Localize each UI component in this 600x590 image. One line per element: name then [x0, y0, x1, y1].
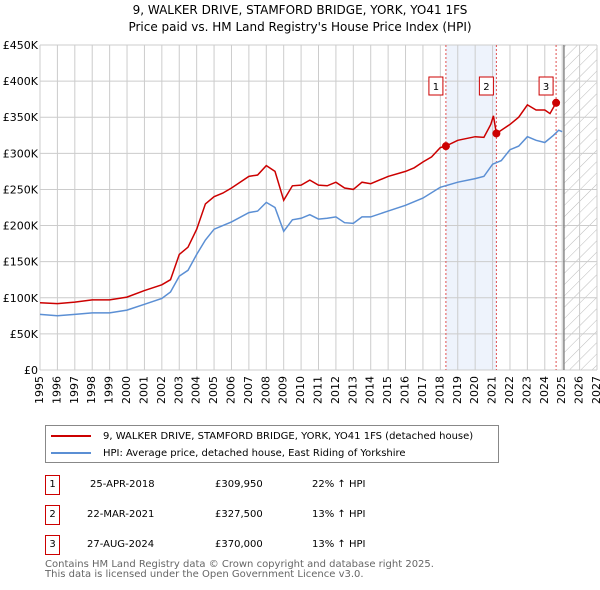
price-chart: 1 2 3 1995 1996 1997 1998 1999 2000 2001 2002 2003… — [3, 39, 600, 404]
sale-date: 22-MAR-2021 — [87, 509, 155, 520]
x-tick-label: 2025 — [555, 376, 568, 404]
y-tick-label: £200K — [3, 220, 39, 233]
sale-number: 1 — [45, 475, 60, 495]
y-tick-label: £50K — [10, 328, 39, 341]
x-tick-label: 2004 — [190, 376, 203, 404]
x-tick-label: 2027 — [590, 376, 600, 404]
x-tick-label: 2017 — [416, 376, 429, 404]
x-tick-label: 2024 — [538, 376, 551, 404]
x-tick-label: 2001 — [137, 376, 150, 404]
sale-number: 3 — [45, 535, 60, 555]
x-tick-label: 2012 — [329, 376, 342, 404]
sale-label: 2 — [483, 82, 489, 93]
footer: Contains HM Land Registry data © Crown c… — [45, 560, 434, 580]
sale-price: £309,950 — [215, 479, 263, 490]
x-tick-label: 2002 — [155, 376, 168, 404]
y-tick-label: £0 — [24, 364, 38, 377]
x-tick-label: 2006 — [224, 376, 237, 404]
y-tick-label: £250K — [3, 183, 39, 196]
sale-label-box — [538, 76, 554, 96]
y-tick-label: £300K — [3, 147, 39, 160]
sale-point — [552, 98, 561, 107]
sale-date: 27-AUG-2024 — [87, 539, 155, 550]
legend: 9, WALKER DRIVE, STAMFORD BRIDGE, YORK, … — [45, 425, 499, 463]
legend-swatch-red — [51, 435, 91, 437]
sale-row: 3 27-AUG-2024 £370,000 13% ↑ HPI — [45, 535, 465, 555]
x-tick-label: 2008 — [259, 376, 272, 404]
x-tick-label: 1995 — [33, 376, 46, 404]
y-tick-label: £400K — [3, 75, 39, 88]
x-tick-label: 2000 — [120, 376, 133, 404]
x-tick-label: 2007 — [242, 376, 255, 404]
sale-label-box — [428, 76, 444, 96]
x-tick-label: 2014 — [364, 376, 377, 404]
sale-point — [441, 142, 450, 151]
sale-hpi: 13% ↑ HPI — [312, 509, 366, 520]
legend-item-property: 9, WALKER DRIVE, STAMFORD BRIDGE, YORK, … — [46, 428, 473, 444]
x-tick-label: 1998 — [85, 376, 98, 404]
x-tick-label: 2022 — [503, 376, 516, 404]
x-tick-label: 2023 — [520, 376, 533, 404]
x-tick-label: 2018 — [433, 376, 446, 404]
sale-hpi: 22% ↑ HPI — [312, 479, 366, 490]
y-tick-label: £150K — [3, 256, 39, 269]
shaded-period — [445, 45, 497, 370]
x-tick-label: 2005 — [207, 376, 220, 404]
legend-item-hpi: HPI: Average price, detached house, East… — [46, 445, 406, 461]
forecast-hatch — [563, 45, 597, 370]
sale-date: 25-APR-2018 — [90, 479, 155, 490]
sale-label: 1 — [433, 82, 439, 93]
x-tick-label: 2009 — [277, 376, 290, 404]
sale-row: 1 25-APR-2018 £309,950 22% ↑ HPI — [45, 475, 465, 495]
x-tick-label: 1996 — [50, 376, 63, 404]
chart-title: 9, WALKER DRIVE, STAMFORD BRIDGE, YORK, … — [132, 3, 468, 17]
sale-price: £370,000 — [215, 539, 263, 550]
hpi-line — [39, 129, 563, 317]
x-tick-label: 2010 — [294, 376, 307, 404]
chart-subtitle: Price paid vs. HM Land Registry's House … — [128, 20, 472, 34]
x-tick-label: 2019 — [451, 376, 464, 404]
legend-label: 9, WALKER DRIVE, STAMFORD BRIDGE, YORK, … — [103, 430, 474, 442]
footer-line: This data is licensed under the Open Gov… — [45, 569, 364, 580]
x-tick-label: 2026 — [573, 376, 586, 404]
sale-label-box — [478, 76, 494, 96]
price-paid-line — [39, 102, 557, 305]
x-tick-label: 2016 — [399, 376, 412, 404]
legend-swatch-blue — [51, 452, 91, 454]
x-tick-label: 2020 — [468, 376, 481, 404]
x-tick-label: 1997 — [68, 376, 81, 404]
sale-hpi: 13% ↑ HPI — [312, 539, 366, 550]
sale-point — [492, 129, 501, 138]
sale-label: 3 — [543, 82, 549, 93]
x-tick-label: 2015 — [381, 376, 394, 404]
x-tick-label: 2013 — [346, 376, 359, 404]
x-tick-label: 1999 — [103, 376, 116, 404]
y-tick-label: £450K — [3, 39, 39, 52]
legend-label: HPI: Average price, detached house, East… — [103, 447, 406, 459]
sale-price: £327,500 — [215, 509, 263, 520]
x-tick-label: 2021 — [486, 376, 499, 404]
x-tick-label: 2011 — [312, 376, 325, 404]
sale-number: 2 — [45, 505, 60, 525]
x-tick-label: 2003 — [172, 376, 185, 404]
sale-row: 2 22-MAR-2021 £327,500 13% ↑ HPI — [45, 505, 465, 525]
y-tick-label: £350K — [3, 111, 39, 124]
footer-line: Contains HM Land Registry data © Crown c… — [45, 559, 434, 570]
y-tick-label: £100K — [3, 292, 39, 305]
